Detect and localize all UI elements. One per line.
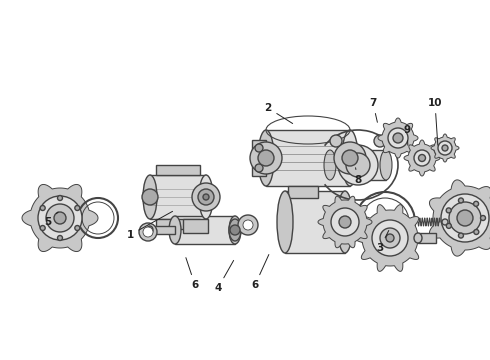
Circle shape — [143, 227, 153, 237]
Ellipse shape — [143, 175, 157, 219]
Circle shape — [198, 189, 214, 205]
Circle shape — [457, 210, 473, 226]
Bar — [330, 150, 386, 180]
Circle shape — [238, 215, 258, 235]
Circle shape — [339, 216, 351, 228]
Circle shape — [255, 164, 263, 172]
Ellipse shape — [380, 150, 392, 180]
Circle shape — [459, 233, 464, 238]
Circle shape — [331, 208, 359, 236]
Text: 4: 4 — [214, 260, 234, 293]
Ellipse shape — [414, 233, 422, 243]
Text: 6: 6 — [186, 258, 198, 290]
Circle shape — [192, 183, 220, 211]
Ellipse shape — [277, 191, 293, 253]
Circle shape — [330, 135, 342, 147]
Polygon shape — [431, 134, 459, 162]
Circle shape — [40, 225, 45, 230]
Text: 2: 2 — [265, 103, 293, 123]
Circle shape — [75, 206, 80, 211]
Ellipse shape — [199, 175, 213, 219]
Circle shape — [203, 194, 209, 200]
Text: 5: 5 — [45, 212, 58, 227]
Circle shape — [438, 141, 452, 155]
Circle shape — [481, 216, 486, 220]
Text: 7: 7 — [369, 98, 377, 122]
Text: 10: 10 — [428, 98, 442, 145]
Ellipse shape — [147, 226, 153, 234]
Ellipse shape — [229, 219, 241, 241]
Circle shape — [446, 224, 451, 228]
Circle shape — [255, 144, 263, 152]
Circle shape — [474, 229, 479, 234]
Circle shape — [374, 135, 386, 147]
Circle shape — [393, 133, 403, 143]
Circle shape — [346, 153, 370, 177]
Circle shape — [442, 145, 448, 151]
Text: 3: 3 — [376, 230, 389, 253]
Text: 8: 8 — [354, 168, 362, 185]
Ellipse shape — [324, 150, 336, 180]
Circle shape — [388, 128, 408, 148]
Bar — [150, 175, 206, 219]
Ellipse shape — [169, 216, 181, 244]
Ellipse shape — [258, 130, 274, 186]
Text: 9: 9 — [403, 125, 411, 145]
Circle shape — [442, 219, 448, 225]
Circle shape — [54, 212, 66, 224]
Circle shape — [372, 220, 408, 256]
Polygon shape — [355, 204, 425, 271]
Bar — [183, 219, 208, 233]
Circle shape — [38, 196, 82, 240]
Ellipse shape — [342, 130, 358, 186]
Circle shape — [75, 225, 80, 230]
Bar — [418, 233, 436, 243]
Circle shape — [386, 234, 394, 242]
Circle shape — [446, 208, 451, 213]
Bar — [156, 219, 200, 229]
Circle shape — [57, 195, 63, 201]
Text: 6: 6 — [251, 255, 269, 290]
Bar — [150, 226, 175, 234]
Polygon shape — [404, 140, 440, 176]
Circle shape — [380, 228, 400, 248]
Circle shape — [342, 150, 358, 166]
Bar — [156, 165, 200, 175]
Circle shape — [142, 189, 158, 205]
Circle shape — [230, 225, 240, 235]
Text: 1: 1 — [126, 211, 172, 240]
Circle shape — [46, 204, 74, 232]
Bar — [285, 191, 345, 253]
Ellipse shape — [229, 216, 241, 244]
Circle shape — [139, 223, 157, 241]
Circle shape — [334, 142, 366, 174]
Circle shape — [250, 142, 282, 174]
Circle shape — [473, 201, 479, 206]
Bar — [252, 140, 266, 176]
Circle shape — [459, 198, 464, 203]
Circle shape — [57, 235, 63, 240]
Polygon shape — [378, 118, 418, 158]
Polygon shape — [22, 184, 98, 252]
Circle shape — [418, 154, 425, 162]
Circle shape — [414, 150, 430, 166]
Circle shape — [449, 202, 481, 234]
Bar — [266, 130, 350, 186]
Circle shape — [338, 145, 378, 185]
Bar — [175, 216, 235, 244]
Circle shape — [258, 150, 274, 166]
Circle shape — [40, 206, 45, 211]
Bar — [288, 186, 318, 198]
Polygon shape — [429, 180, 490, 256]
Circle shape — [243, 220, 253, 230]
Circle shape — [441, 194, 489, 242]
Ellipse shape — [337, 191, 353, 253]
Polygon shape — [318, 196, 372, 248]
